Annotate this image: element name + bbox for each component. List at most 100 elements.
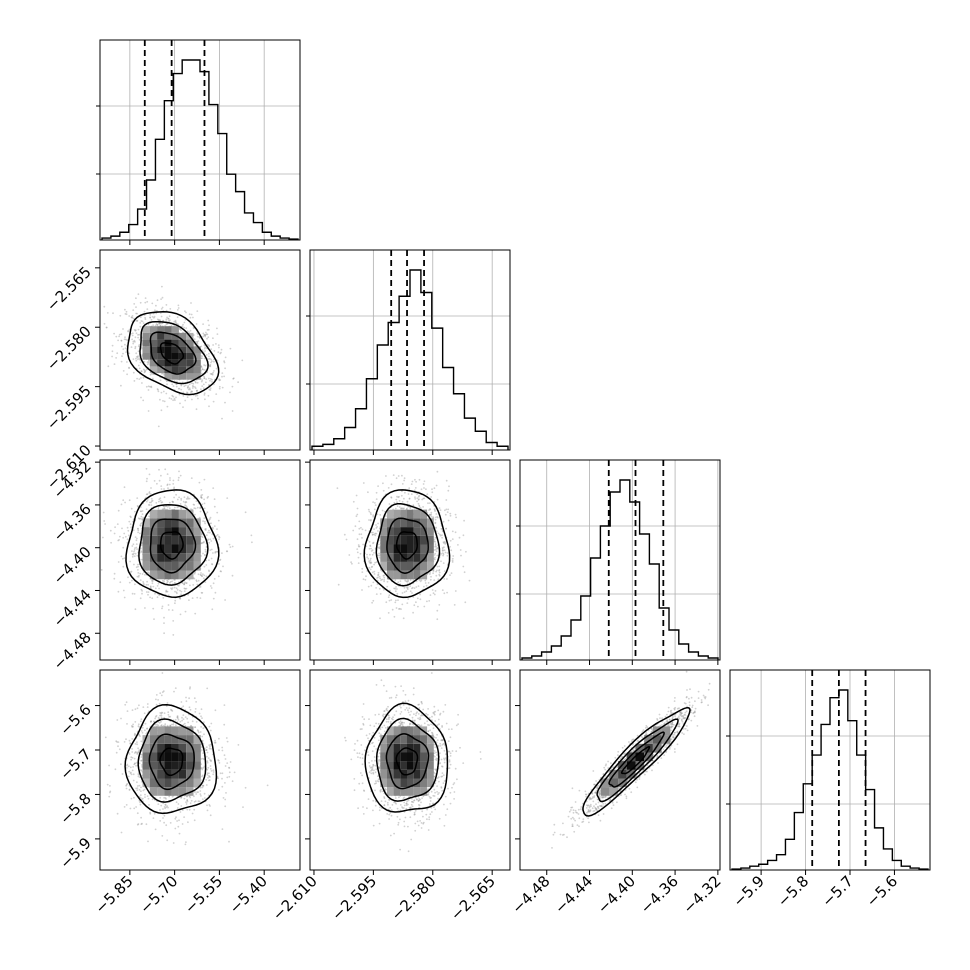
scatter-point: [381, 509, 384, 512]
density-cell: [393, 561, 401, 571]
scatter-point: [217, 344, 220, 346]
scatter-point: [200, 591, 203, 594]
scatter-point: [166, 724, 169, 727]
scatter-point: [145, 467, 148, 470]
scatter-point: [409, 506, 412, 509]
density-cell: [171, 509, 179, 519]
scatter-point: [136, 761, 138, 764]
density-cell: [420, 735, 428, 744]
scatter-point: [438, 569, 440, 572]
scatter-point: [366, 556, 369, 559]
scatter-point: [192, 584, 195, 586]
scatter-point: [177, 307, 180, 309]
density-cell: [407, 761, 414, 770]
scatter-point: [203, 333, 206, 336]
density-cell: [171, 366, 179, 374]
scatter-point: [133, 734, 136, 736]
scatter-point: [215, 535, 218, 537]
density-cell: [142, 326, 150, 333]
scatter-point: [166, 702, 169, 704]
scatter-point: [146, 580, 149, 583]
scatter-point: [454, 513, 457, 516]
scatter-point: [148, 359, 150, 362]
scatter-point: [221, 828, 224, 830]
scatter-point: [200, 533, 203, 536]
scatter-point: [361, 753, 364, 756]
scatter-point: [433, 750, 436, 752]
scatter-point: [704, 696, 707, 698]
scatter-point: [176, 716, 179, 719]
density-cell: [420, 761, 428, 770]
scatter-point: [210, 759, 212, 762]
density-cell: [427, 752, 434, 762]
scatter-point: [409, 723, 411, 726]
scatter-point: [383, 580, 385, 583]
scatter-point: [186, 396, 189, 398]
scatter-point: [407, 699, 410, 702]
scatter-point: [176, 309, 179, 311]
scatter-point: [132, 773, 135, 776]
density-cell: [420, 544, 428, 554]
scatter-point: [434, 548, 437, 551]
scatter-point: [117, 539, 120, 542]
scatter-point: [204, 550, 207, 553]
scatter-point: [426, 818, 428, 821]
scatter-point: [197, 573, 200, 576]
scatter-point: [189, 796, 192, 799]
scatter-point: [106, 312, 109, 314]
scatter-point: [617, 750, 620, 753]
scatter-point: [422, 483, 425, 485]
scatter-point: [141, 510, 144, 512]
scatter-point: [373, 756, 376, 758]
scatter-point: [216, 327, 218, 330]
scatter-point: [593, 809, 596, 812]
scatter-point: [402, 807, 405, 809]
density-cell: [178, 787, 187, 796]
density-cell: [142, 743, 150, 753]
scatter-point: [218, 346, 220, 349]
scatter-point: [224, 401, 226, 404]
scatter-point: [193, 338, 196, 341]
scatter-point: [166, 582, 169, 584]
scatter-point: [135, 297, 137, 300]
scatter-point: [190, 302, 192, 304]
scatter-point: [219, 379, 222, 381]
density-cell: [186, 359, 194, 367]
scatter-point: [250, 534, 253, 537]
scatter-point: [383, 574, 386, 577]
scatter-point: [139, 322, 142, 324]
scatter-point: [396, 815, 399, 818]
scatter-point: [378, 732, 381, 735]
scatter-point: [102, 536, 104, 539]
scatter-point: [115, 751, 118, 754]
scatter-point: [208, 779, 211, 781]
density-cell: [420, 778, 428, 788]
scatter-point: [160, 711, 163, 714]
scatter-point: [459, 746, 461, 749]
scatter-point: [159, 820, 162, 822]
scatter-point: [165, 323, 168, 326]
scatter-point: [364, 578, 367, 581]
scatter-point: [464, 601, 467, 604]
scatter-point: [133, 563, 135, 566]
scatter-point: [433, 806, 435, 809]
scatter-point: [604, 768, 607, 771]
scatter-point: [406, 500, 409, 503]
scatter-point: [211, 360, 213, 363]
scatter-point: [403, 586, 406, 589]
scatter-point: [154, 587, 157, 590]
scatter-point: [166, 473, 169, 475]
scatter-point: [209, 387, 212, 389]
scatter-point: [651, 769, 653, 772]
scatter-point: [432, 516, 435, 518]
scatter-point: [196, 506, 199, 509]
scatter-point: [208, 405, 210, 408]
scatter-point: [173, 586, 176, 589]
scatter-point: [148, 492, 151, 494]
scatter-point: [228, 766, 230, 769]
scatter-point: [426, 713, 429, 716]
scatter-point: [138, 574, 140, 577]
density-cell: [164, 570, 172, 580]
density-cell: [178, 726, 187, 736]
scatter-point: [196, 394, 199, 397]
